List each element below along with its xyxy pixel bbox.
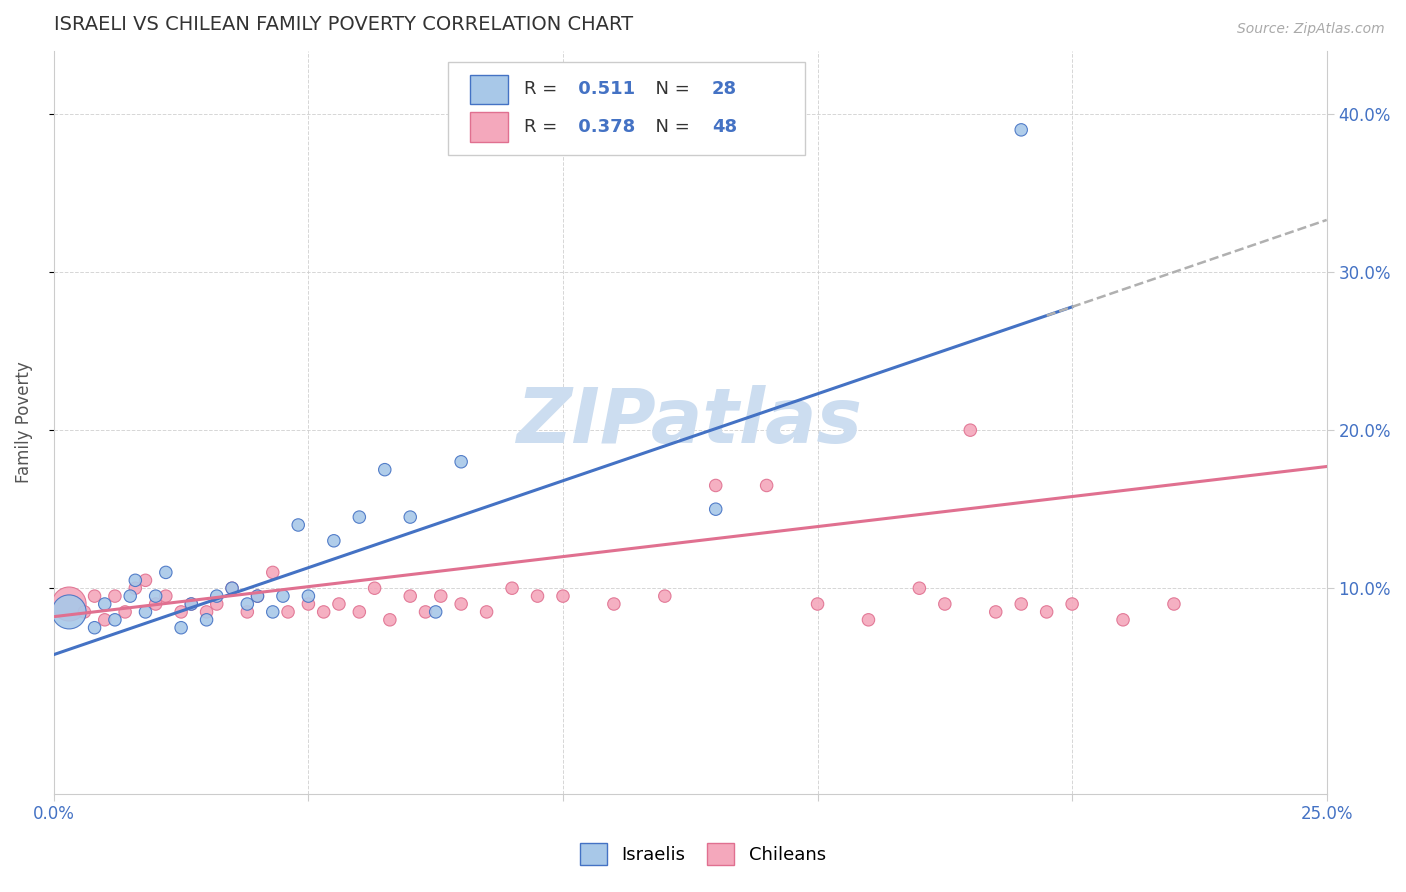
Point	[959, 423, 981, 437]
Point	[236, 605, 259, 619]
Point	[94, 597, 117, 611]
Point	[94, 613, 117, 627]
Point	[1112, 613, 1135, 627]
Point	[908, 581, 931, 595]
Point	[399, 589, 422, 603]
Point	[73, 605, 96, 619]
Text: Source: ZipAtlas.com: Source: ZipAtlas.com	[1237, 22, 1385, 37]
Point	[374, 463, 396, 477]
Legend: Israelis, Chileans: Israelis, Chileans	[572, 836, 834, 872]
Point	[399, 510, 422, 524]
Text: N =: N =	[644, 80, 696, 98]
Point	[526, 589, 548, 603]
Point	[195, 613, 218, 627]
Point	[475, 605, 498, 619]
Point	[124, 574, 146, 588]
FancyBboxPatch shape	[470, 75, 508, 104]
Point	[1010, 597, 1032, 611]
Point	[83, 621, 105, 635]
Point	[704, 502, 727, 516]
Point	[221, 581, 243, 595]
Point	[221, 581, 243, 595]
Text: N =: N =	[644, 119, 696, 136]
Point	[205, 597, 228, 611]
Text: R =: R =	[523, 119, 562, 136]
Point	[704, 478, 727, 492]
Point	[114, 605, 136, 619]
Point	[297, 597, 319, 611]
Point	[287, 518, 309, 533]
Point	[806, 597, 828, 611]
Point	[328, 597, 350, 611]
Point	[134, 605, 156, 619]
Point	[1163, 597, 1185, 611]
Point	[58, 605, 80, 619]
Point	[180, 597, 202, 611]
Text: 28: 28	[711, 80, 737, 98]
Point	[155, 566, 177, 580]
Point	[236, 597, 259, 611]
Point	[124, 581, 146, 595]
Point	[858, 613, 880, 627]
Text: ISRAELI VS CHILEAN FAMILY POVERTY CORRELATION CHART: ISRAELI VS CHILEAN FAMILY POVERTY CORREL…	[53, 15, 633, 34]
Point	[430, 589, 453, 603]
Point	[246, 589, 269, 603]
FancyBboxPatch shape	[470, 112, 508, 142]
Point	[1035, 605, 1057, 619]
Point	[349, 605, 371, 619]
Point	[603, 597, 626, 611]
Point	[312, 605, 335, 619]
Point	[134, 574, 156, 588]
Point	[58, 597, 80, 611]
Point	[104, 589, 127, 603]
Point	[205, 589, 228, 603]
Point	[262, 566, 284, 580]
Point	[246, 589, 269, 603]
Point	[145, 597, 167, 611]
Point	[1062, 597, 1084, 611]
Point	[120, 589, 142, 603]
Point	[349, 510, 371, 524]
Point	[984, 605, 1007, 619]
Point	[170, 621, 193, 635]
Point	[322, 533, 344, 548]
Point	[450, 455, 472, 469]
Point	[363, 581, 385, 595]
Point	[551, 589, 574, 603]
Text: 0.511: 0.511	[572, 80, 636, 98]
Point	[425, 605, 447, 619]
Point	[104, 613, 127, 627]
Text: 48: 48	[711, 119, 737, 136]
Point	[755, 478, 778, 492]
Point	[654, 589, 676, 603]
Point	[934, 597, 956, 611]
Point	[378, 613, 401, 627]
Point	[450, 597, 472, 611]
Point	[277, 605, 299, 619]
Text: R =: R =	[523, 80, 562, 98]
Point	[180, 597, 202, 611]
Text: 0.378: 0.378	[572, 119, 636, 136]
Point	[145, 589, 167, 603]
Point	[501, 581, 523, 595]
Text: ZIPatlas: ZIPatlas	[517, 385, 863, 459]
Point	[262, 605, 284, 619]
Point	[170, 605, 193, 619]
Point	[271, 589, 294, 603]
FancyBboxPatch shape	[449, 62, 804, 155]
Point	[195, 605, 218, 619]
Point	[155, 589, 177, 603]
Point	[83, 589, 105, 603]
Point	[1010, 123, 1032, 137]
Point	[415, 605, 437, 619]
Point	[297, 589, 319, 603]
Y-axis label: Family Poverty: Family Poverty	[15, 361, 32, 483]
